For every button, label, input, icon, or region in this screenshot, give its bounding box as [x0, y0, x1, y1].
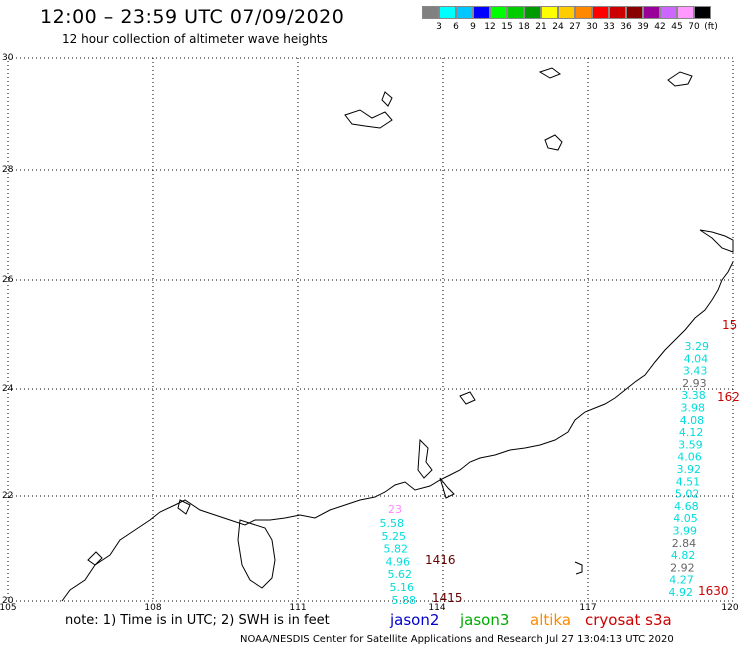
scale-swatch — [541, 6, 558, 19]
scale-label: (ft) — [704, 22, 718, 32]
wave-height-value: 5.88 — [392, 594, 417, 607]
wave-height-value: 4.04 — [684, 352, 709, 365]
scale-label: 36 — [620, 22, 632, 32]
lat-label: 24 — [2, 384, 14, 394]
lon-label: 114 — [428, 603, 445, 613]
wave-height-value: 4.96 — [386, 555, 411, 568]
wave-height-value: 3.98 — [681, 402, 706, 415]
scale-label: 6 — [453, 22, 459, 32]
scale-label: 33 — [603, 22, 615, 32]
scale-swatch — [677, 6, 694, 19]
color-scale — [422, 6, 711, 19]
scale-label: 45 — [671, 22, 683, 32]
wave-height-value: 3.92 — [677, 463, 702, 476]
scale-swatch — [694, 6, 711, 19]
wave-height-value: 2.84 — [672, 537, 697, 550]
scale-swatch — [473, 6, 490, 19]
scale-swatch — [507, 6, 524, 19]
wave-height-value: 4.08 — [680, 414, 705, 427]
legend-altika: altika — [530, 611, 572, 629]
lon-label: 111 — [289, 603, 306, 613]
wave-height-value: 3.99 — [673, 525, 698, 538]
wave-height-value: 3.43 — [683, 365, 708, 378]
scale-label: 12 — [484, 22, 496, 32]
scale-label: 18 — [518, 22, 530, 32]
coastline — [61, 67, 734, 602]
pass-time-label: 1630 — [698, 584, 729, 598]
legend-note: note: 1) Time is in UTC; 2) SWH is in fe… — [65, 613, 330, 628]
scale-swatch — [575, 6, 592, 19]
color-scale-labels: 3 6 9 12 15 18 21 24 27 30 33 36 39 42 45 70 (ft) — [422, 22, 740, 34]
pass-time-label: 1415 — [432, 591, 463, 605]
wave-height-value: 5.25 — [382, 530, 407, 543]
wave-height-value: 5.02 — [675, 488, 700, 501]
scale-swatch — [456, 6, 473, 19]
scale-label: 70 — [688, 22, 700, 32]
wave-height-value: 5.16 — [390, 581, 415, 594]
scale-label: 24 — [552, 22, 564, 32]
pass-time-label: 15 — [722, 318, 737, 332]
scale-label: 15 — [501, 22, 513, 32]
scale-swatch — [439, 6, 456, 19]
scale-label: 3 — [436, 22, 442, 32]
lat-label: 20 — [2, 596, 14, 606]
wave-height-value: 4.68 — [674, 500, 699, 513]
wave-height-value: 2.92 — [670, 561, 695, 574]
wave-height-value: 4.12 — [679, 426, 704, 439]
map-title: 12:00 – 23:59 UTC 07/09/2020 — [40, 6, 345, 28]
wave-height-value: 3.29 — [685, 340, 710, 353]
scale-swatch — [558, 6, 575, 19]
wave-height-value: 5.82 — [384, 543, 409, 556]
scale-label: 27 — [569, 22, 581, 32]
wave-height-value: 3.38 — [681, 389, 706, 402]
scale-label: 39 — [637, 22, 649, 32]
wave-height-value: 4.82 — [671, 549, 696, 562]
lat-label: 26 — [2, 275, 14, 285]
wave-height-value: 5.58 — [380, 517, 405, 530]
pass-time-label: 1416 — [425, 553, 456, 567]
scale-label: 30 — [586, 22, 598, 32]
scale-swatch — [592, 6, 609, 19]
scale-swatch — [643, 6, 660, 19]
lon-label: 117 — [579, 603, 596, 613]
scale-swatch — [626, 6, 643, 19]
lon-label: 108 — [144, 603, 161, 613]
wave-height-value: 4.27 — [669, 574, 694, 587]
wave-height-value: 4.51 — [676, 475, 701, 488]
map-grid — [7, 57, 734, 602]
lon-label: 105 — [0, 603, 17, 613]
pass-time-label: 162 — [717, 390, 740, 404]
altimeter-tracks: 3.294.043.432.933.383.984.084.123.594.06… — [380, 318, 740, 607]
wave-height-value: 3.59 — [678, 438, 703, 451]
scale-swatch — [524, 6, 541, 19]
scale-label: 42 — [654, 22, 666, 32]
wave-height-value: 5.62 — [388, 568, 413, 581]
wave-height-value: 4.05 — [673, 512, 698, 525]
lat-label: 30 — [2, 53, 14, 63]
scale-swatch — [609, 6, 626, 19]
legend-jason3: jason3 — [460, 611, 510, 629]
longitude-labels: 105 108 111 114 117 120 — [0, 603, 739, 613]
lat-label: 28 — [2, 165, 14, 175]
lat-label: 22 — [2, 491, 13, 501]
scale-swatch — [490, 6, 507, 19]
scale-swatch — [422, 6, 439, 19]
map-subtitle: 12 hour collection of altimeter wave hei… — [62, 32, 328, 46]
legend-jason2: jason2 — [390, 611, 440, 629]
wave-height-value: 4.06 — [677, 451, 702, 464]
scale-label: 9 — [470, 22, 476, 32]
wave-height-value: 4.92 — [669, 586, 694, 599]
scale-swatch — [660, 6, 677, 19]
scale-label: 21 — [535, 22, 547, 32]
lon-label: 120 — [721, 603, 738, 613]
legend-cryosat-s3a: cryosat s3a — [585, 611, 672, 629]
wave-height-value: 23 — [388, 503, 402, 516]
latitude-labels: 30 28 26 24 22 20 — [2, 53, 14, 606]
footer-credit: NOAA/NESDIS Center for Satellite Applica… — [240, 634, 674, 645]
wave-height-value: 2.93 — [682, 377, 707, 390]
